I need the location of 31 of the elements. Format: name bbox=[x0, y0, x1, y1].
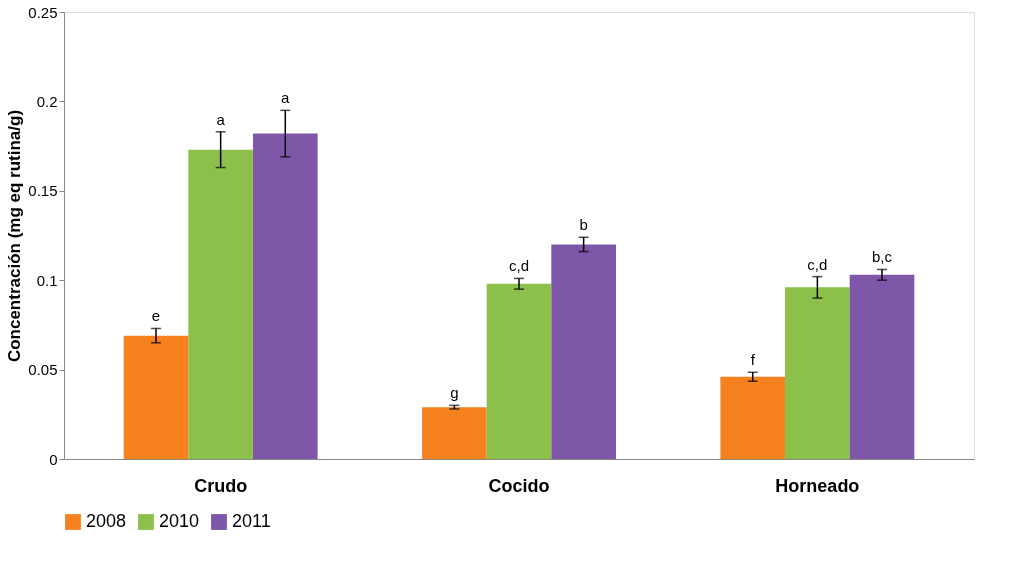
bar bbox=[252, 133, 318, 459]
annotation: a bbox=[281, 89, 291, 107]
y-tick-label: 0 bbox=[49, 450, 58, 468]
y-axis-title: Concentración (mg eq rutina/g) bbox=[5, 109, 25, 363]
annotation: c,d bbox=[807, 255, 828, 273]
annotation: g bbox=[450, 384, 459, 402]
annotation: b,c bbox=[872, 248, 893, 266]
bar bbox=[551, 244, 616, 459]
y-tick-label: 0.15 bbox=[28, 182, 58, 200]
bar bbox=[785, 287, 850, 459]
bar bbox=[422, 407, 487, 459]
bar bbox=[486, 283, 552, 459]
x-tick-label: Crudo bbox=[194, 475, 248, 496]
annotation: c,d bbox=[508, 257, 530, 275]
y-tick-label: 0.1 bbox=[36, 271, 58, 289]
y-tick-label: 0.05 bbox=[28, 361, 58, 379]
legend-label: 2011 bbox=[232, 511, 271, 531]
x-tick-label: Horneado bbox=[775, 475, 860, 496]
annotation: a bbox=[216, 110, 226, 128]
bar bbox=[720, 376, 786, 459]
bar bbox=[123, 335, 189, 459]
y-tick-label: 0.25 bbox=[28, 3, 58, 21]
bar bbox=[188, 149, 253, 459]
annotation: b bbox=[579, 216, 588, 234]
x-tick-label: Cocido bbox=[488, 475, 550, 496]
legend-label: 2008 bbox=[86, 511, 127, 531]
legend-label: 2010 bbox=[159, 511, 200, 531]
annotation: e bbox=[151, 307, 161, 325]
annotation: f bbox=[750, 351, 756, 369]
y-tick-label: 0.2 bbox=[36, 92, 58, 110]
bar bbox=[849, 274, 915, 459]
